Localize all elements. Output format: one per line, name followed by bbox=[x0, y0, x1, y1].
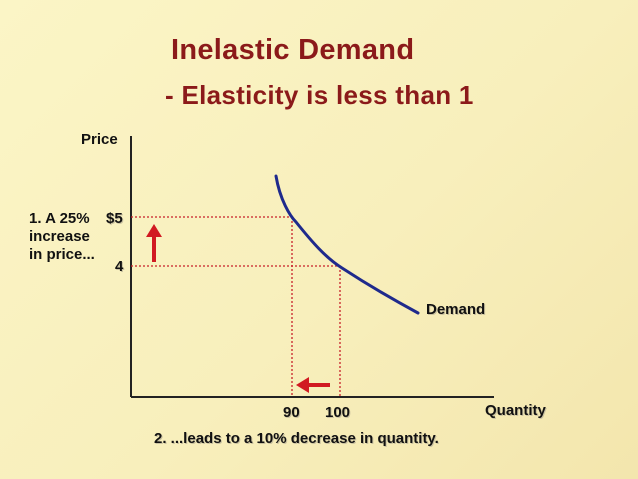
price-increase-note: 1. A 25% increase in price... bbox=[29, 210, 95, 264]
price-note-line-3: in price... bbox=[29, 246, 95, 263]
x-axis-label: Quantity bbox=[485, 402, 546, 419]
price-tick-4: 4 bbox=[115, 258, 124, 275]
quantity-decrease-note: 2. ...leads to a 10% decrease in quantit… bbox=[154, 430, 439, 447]
left-arrow-icon bbox=[296, 377, 330, 393]
quantity-tick-90: 90 bbox=[283, 404, 300, 421]
y-axis-label: Price bbox=[81, 131, 118, 148]
slide-subtitle: - Elasticity is less than 1 bbox=[165, 80, 474, 110]
price-tick-5: $5 bbox=[106, 210, 123, 227]
demand-curve bbox=[274, 174, 420, 315]
up-arrow-icon bbox=[146, 224, 162, 262]
slide-title: Inelastic Demand bbox=[171, 34, 415, 66]
quantity-tick-100: 100 bbox=[325, 404, 351, 421]
price-note-line-2: increase bbox=[29, 228, 90, 245]
demand-curve-label: Demand bbox=[426, 301, 486, 318]
price-note-line-1: 1. A 25% bbox=[29, 210, 90, 227]
